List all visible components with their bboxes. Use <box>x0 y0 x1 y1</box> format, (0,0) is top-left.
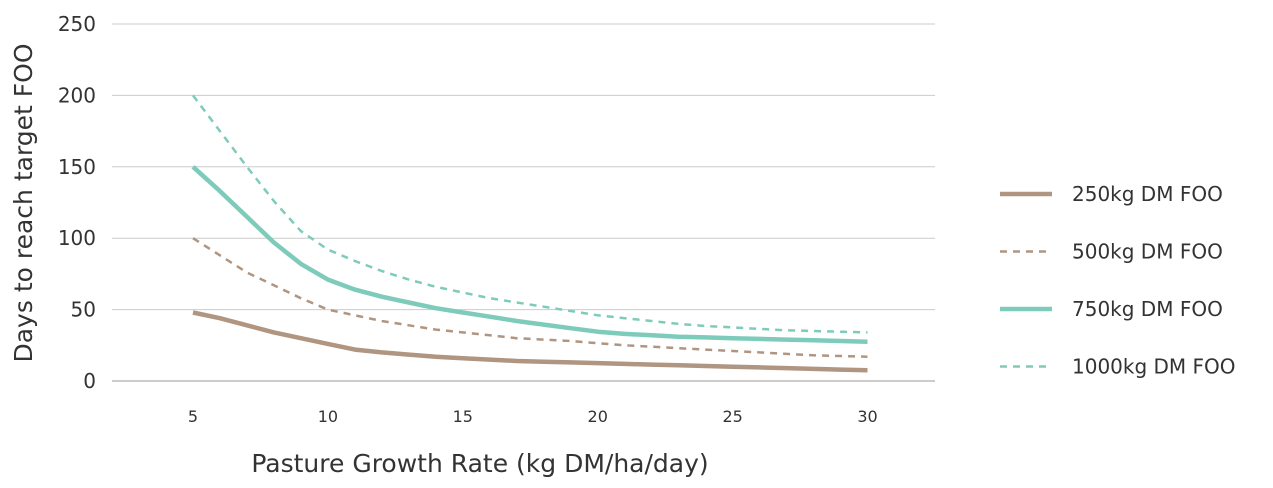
legend-label: 1000kg DM FOO <box>1072 355 1236 379</box>
series-line <box>192 310 868 373</box>
x-tick-label: 30 <box>857 407 877 426</box>
y-tick-label: 100 <box>58 226 96 250</box>
series-lines <box>191 94 868 373</box>
series-line <box>192 237 868 358</box>
series-line <box>192 94 868 334</box>
grid-lines <box>112 23 935 311</box>
y-axis-label: Days to reach target FOO <box>9 43 38 362</box>
y-tick-label: 50 <box>71 298 96 322</box>
legend-label: 500kg DM FOO <box>1072 240 1223 264</box>
y-axis-ticks: 0 50 100 150 200 250 <box>58 12 96 393</box>
legend-label: 250kg DM FOO <box>1072 182 1223 206</box>
x-tick-label: 5 <box>188 407 198 426</box>
x-tick-label: 10 <box>318 407 338 426</box>
y-tick-label: 250 <box>58 12 96 36</box>
y-tick-label: 0 <box>83 369 96 393</box>
x-tick-label: 25 <box>722 407 742 426</box>
series-line <box>191 165 868 344</box>
x-axis-label: Pasture Growth Rate (kg DM/ha/day) <box>251 449 708 478</box>
y-tick-label: 200 <box>58 83 96 107</box>
x-tick-label: 15 <box>453 407 473 426</box>
legend: 250kg DM FOO 500kg DM FOO 750kg DM FOO 1000… <box>1000 182 1236 379</box>
legend-label: 750kg DM FOO <box>1072 297 1223 321</box>
x-axis-ticks: 5 10 15 20 25 30 <box>188 407 878 426</box>
x-tick-label: 20 <box>588 407 608 426</box>
y-tick-label: 150 <box>58 155 96 179</box>
